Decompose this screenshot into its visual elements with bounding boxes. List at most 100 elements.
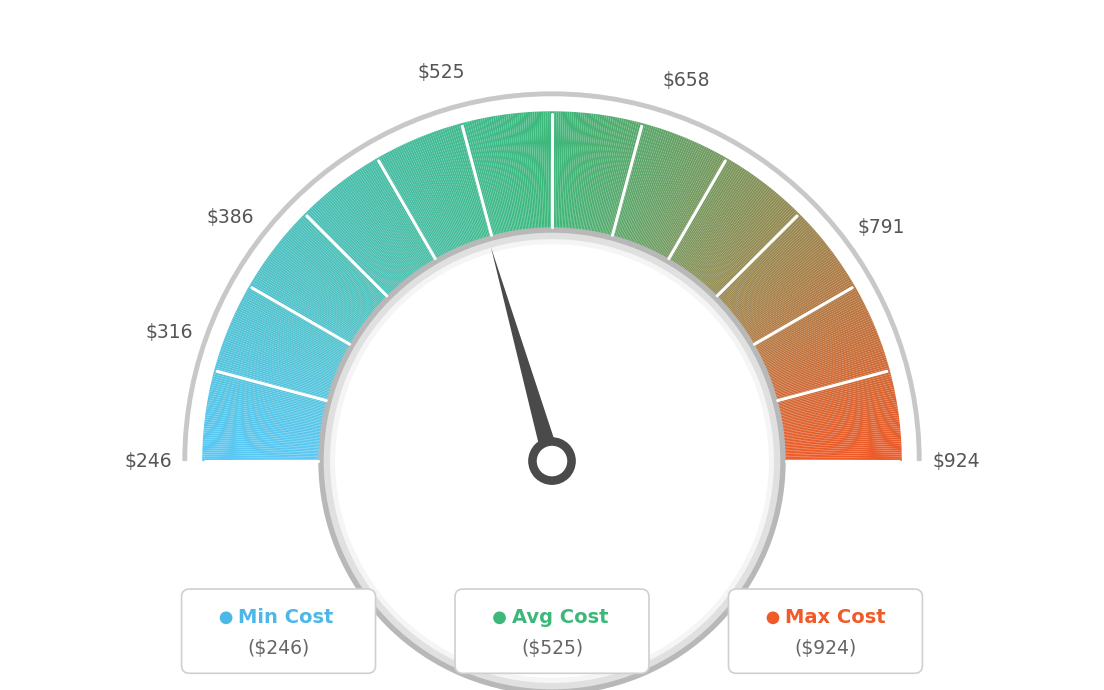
- Text: Min Cost: Min Cost: [238, 609, 333, 627]
- Wedge shape: [348, 175, 427, 286]
- Wedge shape: [639, 141, 694, 264]
- Wedge shape: [755, 340, 881, 388]
- Wedge shape: [665, 162, 735, 277]
- Wedge shape: [210, 389, 340, 418]
- Wedge shape: [590, 117, 615, 248]
- Wedge shape: [420, 137, 471, 261]
- Wedge shape: [760, 364, 889, 402]
- Wedge shape: [206, 404, 339, 427]
- Wedge shape: [444, 128, 487, 255]
- Wedge shape: [636, 138, 689, 262]
- Wedge shape: [683, 184, 766, 290]
- Wedge shape: [385, 152, 450, 271]
- Wedge shape: [742, 293, 860, 358]
- Wedge shape: [662, 160, 732, 275]
- Wedge shape: [277, 244, 383, 328]
- Wedge shape: [630, 135, 681, 260]
- Wedge shape: [767, 433, 901, 445]
- Wedge shape: [623, 130, 668, 257]
- Wedge shape: [766, 411, 899, 431]
- Text: $658: $658: [662, 70, 710, 90]
- Wedge shape: [226, 333, 351, 383]
- Wedge shape: [283, 237, 386, 323]
- Wedge shape: [534, 112, 542, 245]
- Wedge shape: [411, 140, 466, 263]
- Wedge shape: [664, 161, 734, 277]
- Wedge shape: [684, 185, 768, 291]
- Wedge shape: [745, 304, 866, 365]
- Wedge shape: [203, 433, 337, 445]
- Wedge shape: [724, 250, 832, 332]
- Wedge shape: [216, 362, 344, 401]
- Text: $316: $316: [146, 323, 193, 342]
- Wedge shape: [226, 331, 351, 382]
- Polygon shape: [491, 247, 561, 464]
- Wedge shape: [762, 376, 892, 410]
- Wedge shape: [669, 167, 743, 280]
- Wedge shape: [637, 139, 691, 263]
- Wedge shape: [279, 240, 384, 326]
- Wedge shape: [308, 209, 402, 306]
- Wedge shape: [215, 366, 344, 404]
- Wedge shape: [264, 261, 374, 338]
- Wedge shape: [593, 117, 619, 249]
- Wedge shape: [329, 190, 415, 295]
- Wedge shape: [530, 112, 540, 245]
- Wedge shape: [417, 137, 470, 262]
- Wedge shape: [234, 312, 357, 371]
- Wedge shape: [331, 189, 416, 294]
- Wedge shape: [766, 420, 900, 437]
- Wedge shape: [203, 442, 336, 450]
- Wedge shape: [756, 344, 882, 391]
- Wedge shape: [570, 112, 583, 246]
- Wedge shape: [463, 122, 498, 252]
- Wedge shape: [657, 156, 724, 273]
- Wedge shape: [272, 250, 380, 332]
- Wedge shape: [234, 314, 355, 371]
- Wedge shape: [700, 206, 793, 304]
- Wedge shape: [364, 165, 437, 279]
- Wedge shape: [768, 457, 902, 460]
- Wedge shape: [716, 233, 819, 321]
- Wedge shape: [203, 439, 337, 449]
- Wedge shape: [202, 459, 336, 461]
- Wedge shape: [672, 170, 749, 282]
- Text: $791: $791: [858, 218, 905, 237]
- Wedge shape: [230, 322, 353, 377]
- Wedge shape: [673, 172, 751, 283]
- Wedge shape: [766, 408, 899, 430]
- Wedge shape: [761, 370, 890, 406]
- Wedge shape: [755, 342, 882, 389]
- Wedge shape: [615, 126, 656, 255]
- Wedge shape: [749, 316, 871, 373]
- Wedge shape: [598, 119, 628, 250]
- Wedge shape: [372, 160, 442, 275]
- Wedge shape: [751, 322, 874, 377]
- Wedge shape: [393, 148, 455, 268]
- Wedge shape: [358, 169, 433, 282]
- Wedge shape: [208, 400, 339, 424]
- Wedge shape: [219, 353, 347, 395]
- Wedge shape: [751, 324, 874, 377]
- Wedge shape: [367, 164, 438, 278]
- Wedge shape: [539, 112, 545, 245]
- Wedge shape: [756, 349, 884, 393]
- Wedge shape: [734, 272, 848, 345]
- Wedge shape: [278, 241, 384, 326]
- Wedge shape: [552, 111, 554, 245]
- Wedge shape: [422, 136, 473, 261]
- Wedge shape: [245, 290, 363, 357]
- Wedge shape: [634, 137, 687, 262]
- Wedge shape: [541, 111, 546, 245]
- Wedge shape: [564, 112, 574, 245]
- Wedge shape: [262, 264, 373, 341]
- Wedge shape: [202, 446, 336, 453]
- Wedge shape: [289, 228, 391, 318]
- Wedge shape: [696, 199, 785, 299]
- Wedge shape: [316, 201, 407, 302]
- Wedge shape: [768, 442, 901, 450]
- Wedge shape: [731, 264, 842, 341]
- Wedge shape: [305, 213, 400, 308]
- Wedge shape: [210, 385, 341, 415]
- Wedge shape: [301, 215, 399, 310]
